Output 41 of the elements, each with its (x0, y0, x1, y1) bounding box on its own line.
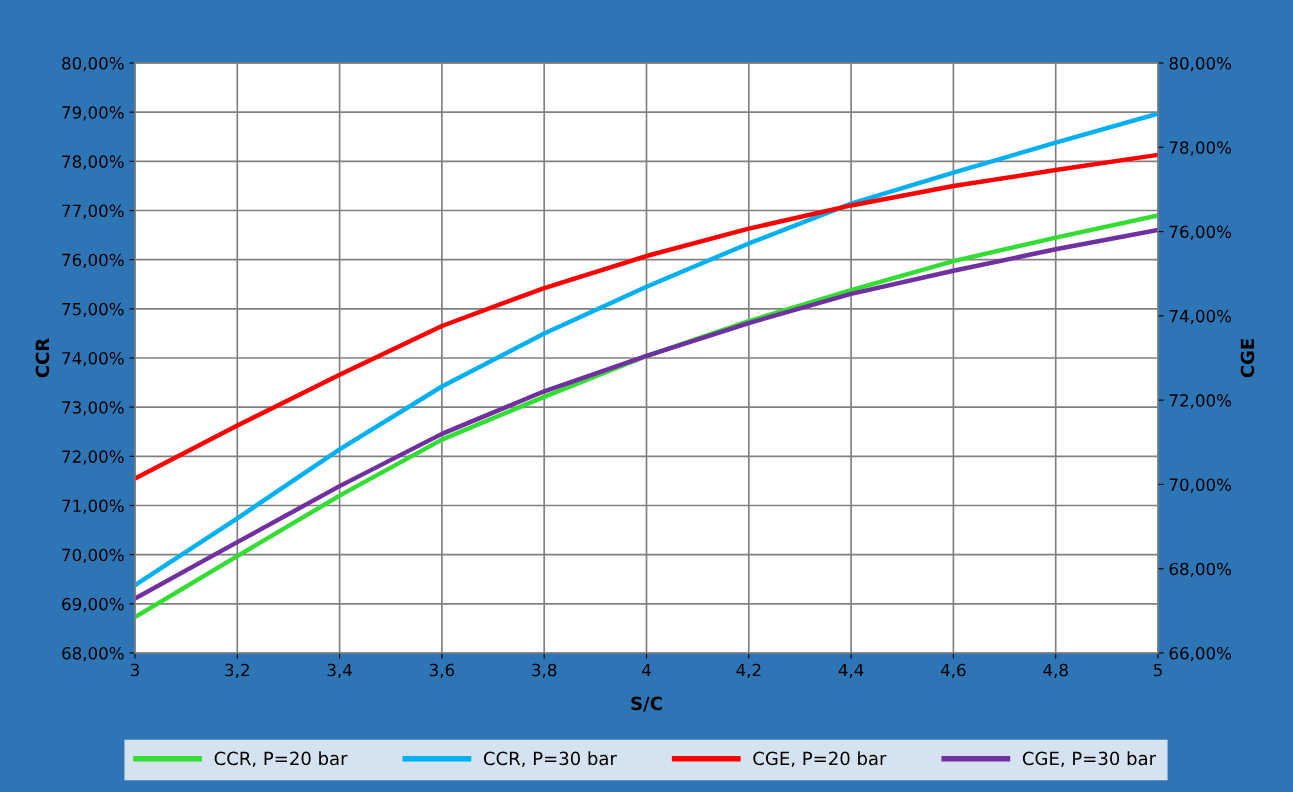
y-tick-label: 73,00% (62, 401, 124, 416)
x-tick-label: 3,2 (225, 663, 249, 679)
x-tick-label: 4,8 (1043, 663, 1068, 679)
x-tick-label: 4 (642, 663, 651, 677)
y-tick-label: 76,00% (62, 253, 124, 268)
legend-label: CGE, P=30 bar (1022, 751, 1157, 768)
y2-tick-label: 66,00% (1169, 646, 1232, 662)
y2-tick-label: 70,00% (1169, 478, 1232, 493)
y-tick-label: 79,00% (62, 106, 124, 121)
y-tick-label: 71,00% (62, 499, 124, 514)
legend-label: CCR, P=30 bar (483, 751, 617, 768)
y2-tick-label: 76,00% (1169, 225, 1232, 240)
y-tick-label: 74,00% (62, 351, 124, 367)
y-tick-label: 80,00% (62, 56, 124, 72)
y2-tick-label: 68,00% (1169, 562, 1232, 577)
x-tick-label: 3,6 (429, 663, 455, 679)
legend-label: CCR, P=20 bar (214, 751, 348, 768)
y2-tick-label: 78,00% (1169, 141, 1232, 156)
y-tick-label: 75,00% (62, 302, 124, 318)
line-series (135, 111, 1158, 588)
y2-tick-label: 80,00% (1169, 56, 1232, 72)
y2-axis-title: CGE (1240, 339, 1255, 378)
legend-label: CGE, P=20 bar (753, 751, 887, 768)
y-tick-label: 68,00% (62, 646, 124, 662)
y-tick-label: 69,00% (62, 597, 124, 613)
x-axis-title: S/C (631, 696, 662, 712)
x-tick-label: 3,4 (327, 663, 352, 679)
y-tick-label: 77,00% (62, 204, 124, 219)
x-tick-label: 5 (1153, 663, 1162, 677)
x-tick-label: 4,6 (940, 663, 966, 679)
y-axis-title: CCR (35, 338, 50, 378)
line-series (135, 152, 1158, 481)
x-tick-label: 3,8 (532, 663, 557, 679)
x-tick-label: 3 (130, 663, 139, 677)
y-tick-label: 72,00% (62, 450, 124, 465)
x-tick-label: 4,2 (736, 663, 761, 679)
y2-tick-label: 72,00% (1169, 394, 1232, 409)
x-tick-label: 4,4 (838, 663, 864, 679)
y-tick-label: 78,00% (62, 155, 124, 170)
y-tick-label: 70,00% (62, 548, 124, 563)
y2-tick-label: 74,00% (1169, 309, 1232, 325)
